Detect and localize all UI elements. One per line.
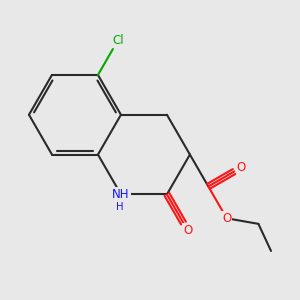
Text: H: H: [116, 202, 124, 212]
Text: NH: NH: [112, 188, 130, 201]
Text: Cl: Cl: [112, 34, 124, 47]
Text: O: O: [183, 224, 192, 237]
Text: O: O: [237, 161, 246, 174]
Text: O: O: [222, 212, 231, 225]
